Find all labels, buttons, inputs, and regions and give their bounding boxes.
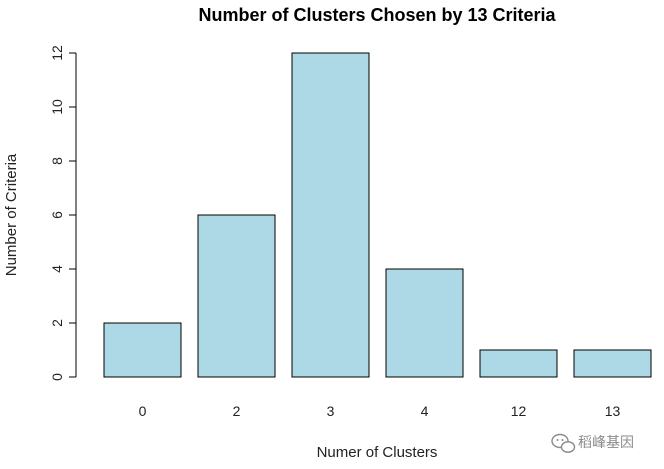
x-tick-label: 2	[233, 403, 241, 419]
bars-group	[103, 52, 652, 378]
y-tick-label: 4	[49, 265, 65, 273]
y-axis-label: Number of Criteria	[3, 153, 20, 276]
y-tick-label: 8	[49, 157, 65, 165]
bar-13	[573, 349, 652, 378]
wechat-icon	[551, 433, 576, 453]
y-tick-label: 6	[49, 211, 65, 219]
bar-4	[385, 268, 464, 378]
watermark: 稻峰基因	[551, 433, 634, 453]
chart-title: Number of Clusters Chosen by 13 Criteria	[198, 5, 556, 25]
y-tick-label: 2	[49, 319, 65, 327]
y-tick-label: 12	[49, 45, 65, 61]
y-axis: 0 2 4 6 8 10 12	[49, 45, 77, 381]
x-axis-label: Numer of Clusters	[317, 444, 438, 461]
x-tick-label: 13	[605, 403, 621, 419]
x-tick-label: 4	[421, 403, 429, 419]
watermark-text: 稻峰基因	[578, 434, 634, 451]
x-tick-labels: 0 2 3 4 12 13	[139, 403, 621, 419]
y-tick-label: 10	[49, 99, 65, 115]
bar-12	[479, 349, 558, 378]
bar-3	[291, 52, 370, 378]
bar-0	[103, 322, 182, 378]
bar-2	[197, 214, 276, 378]
y-tick-label: 0	[49, 373, 65, 381]
x-tick-label: 12	[511, 403, 527, 419]
x-tick-label: 0	[139, 403, 147, 419]
x-tick-label: 3	[327, 403, 335, 419]
